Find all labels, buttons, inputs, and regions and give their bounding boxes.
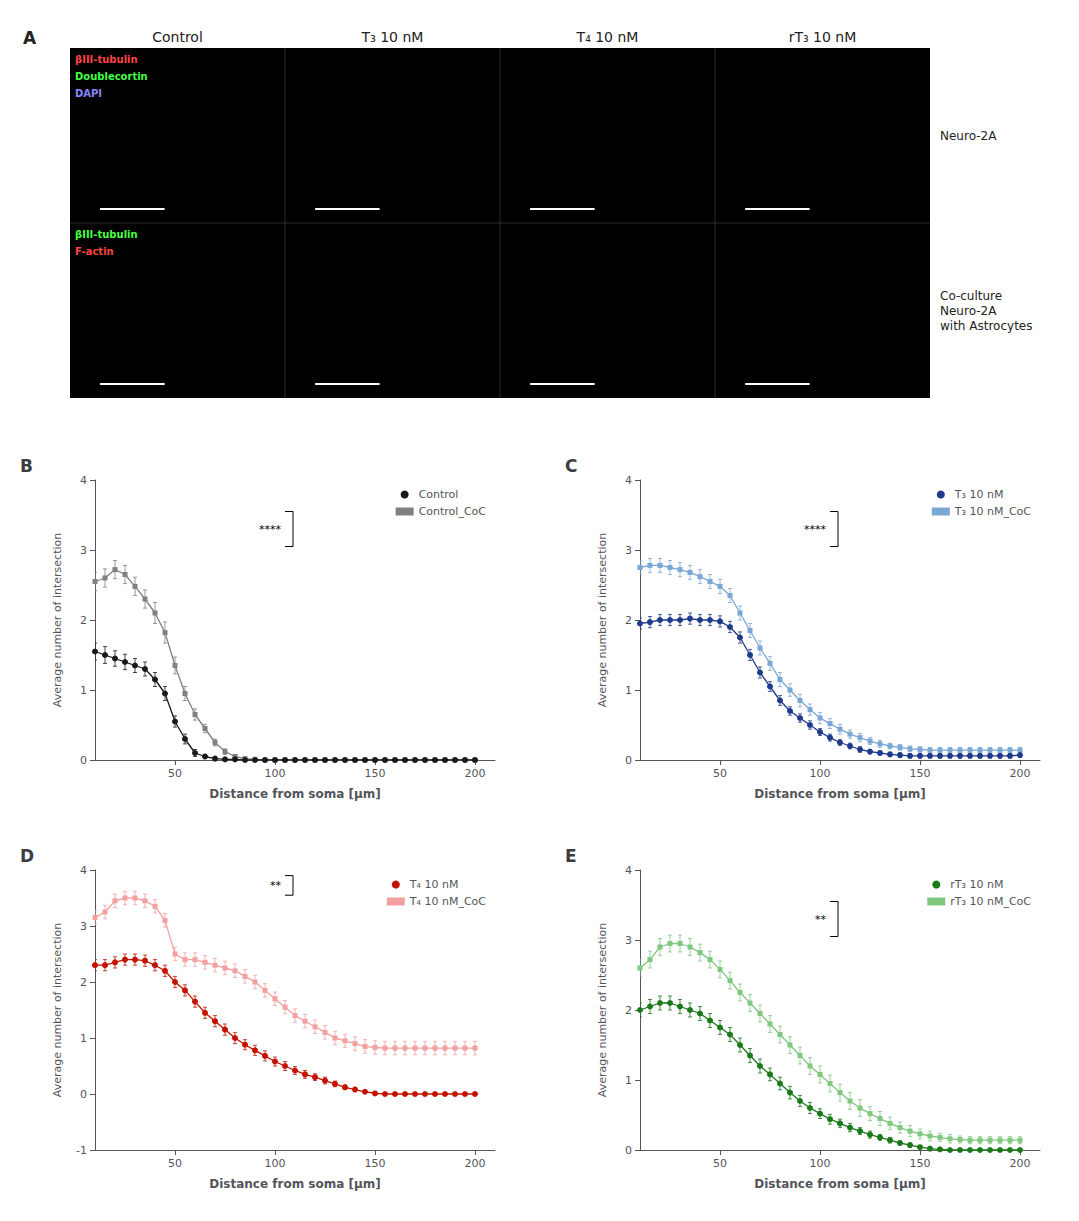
svg-text:Average number of intersection: Average number of intersection [596,533,609,707]
svg-text:C: C [565,456,577,476]
svg-text:Distance from soma [μm]: Distance from soma [μm] [754,787,926,801]
svg-text:200: 200 [465,1157,486,1170]
svg-text:B: B [20,456,33,476]
svg-text:rT₃ 10 nM: rT₃ 10 nM [789,29,857,45]
svg-text:Doublecortin: Doublecortin [75,71,148,82]
svg-text:T₄ 10 nM: T₄ 10 nM [409,878,459,891]
svg-text:Distance from soma [μm]: Distance from soma [μm] [209,787,381,801]
svg-text:3: 3 [80,920,87,933]
svg-text:-1: -1 [76,1144,87,1157]
svg-text:2: 2 [80,976,87,989]
svg-text:T₄ 10 nM: T₄ 10 nM [576,29,639,45]
svg-text:4: 4 [80,864,87,877]
svg-text:150: 150 [910,1157,931,1170]
svg-text:Average number of intersection: Average number of intersection [51,533,64,707]
svg-text:100: 100 [265,767,286,780]
svg-text:4: 4 [625,474,632,487]
svg-text:Control: Control [419,488,459,501]
svg-text:1: 1 [80,1032,87,1045]
svg-text:50: 50 [713,767,727,780]
svg-text:2: 2 [625,1004,632,1017]
svg-text:Neuro-2A: Neuro-2A [940,129,997,143]
svg-text:200: 200 [465,767,486,780]
svg-text:****: **** [259,523,282,536]
svg-text:βIII-tubulin: βIII-tubulin [75,229,138,240]
svg-text:1: 1 [625,684,632,697]
svg-text:0: 0 [80,1088,87,1101]
svg-text:rT₃ 10 nM_CoC: rT₃ 10 nM_CoC [950,895,1031,908]
svg-text:A: A [23,28,37,48]
svg-text:50: 50 [168,767,182,780]
svg-text:50: 50 [713,1157,727,1170]
svg-text:T₃ 10 nM: T₃ 10 nM [954,488,1004,501]
svg-text:4: 4 [80,474,87,487]
svg-text:3: 3 [625,934,632,947]
svg-text:4: 4 [625,864,632,877]
svg-text:0: 0 [625,1144,632,1157]
svg-text:200: 200 [1010,767,1031,780]
svg-text:Average number of intersection: Average number of intersection [596,923,609,1097]
svg-text:Distance from soma [μm]: Distance from soma [μm] [209,1177,381,1191]
svg-text:T₃ 10 nM_CoC: T₃ 10 nM_CoC [954,505,1031,518]
svg-text:1: 1 [625,1074,632,1087]
svg-text:rT₃ 10 nM: rT₃ 10 nM [950,878,1003,891]
svg-text:200: 200 [1010,1157,1031,1170]
svg-text:100: 100 [810,767,831,780]
svg-text:Neuro-2A: Neuro-2A [940,304,997,318]
svg-text:with Astrocytes: with Astrocytes [940,319,1033,333]
svg-text:2: 2 [80,614,87,627]
svg-text:D: D [20,846,34,866]
svg-text:T₄ 10 nM_CoC: T₄ 10 nM_CoC [409,895,486,908]
svg-text:****: **** [804,523,827,536]
svg-text:50: 50 [168,1157,182,1170]
svg-text:2: 2 [625,614,632,627]
svg-text:150: 150 [365,1157,386,1170]
svg-text:E: E [565,846,577,866]
svg-text:Control: Control [152,29,203,45]
svg-text:βIII-tubulin: βIII-tubulin [75,54,138,65]
svg-text:3: 3 [80,544,87,557]
svg-text:**: ** [815,913,827,926]
svg-text:100: 100 [810,1157,831,1170]
svg-text:Co-culture: Co-culture [940,289,1002,303]
svg-text:3: 3 [625,544,632,557]
svg-text:DAPI: DAPI [75,88,102,99]
svg-text:100: 100 [265,1157,286,1170]
svg-text:1: 1 [80,684,87,697]
svg-text:**: ** [270,879,282,892]
svg-text:Average number of intersection: Average number of intersection [51,923,64,1097]
svg-text:150: 150 [365,767,386,780]
svg-text:0: 0 [625,754,632,767]
svg-text:Distance from soma [μm]: Distance from soma [μm] [754,1177,926,1191]
svg-text:T₃ 10 nM: T₃ 10 nM [361,29,424,45]
svg-text:Control_CoC: Control_CoC [419,505,487,518]
svg-text:150: 150 [910,767,931,780]
svg-text:0: 0 [80,754,87,767]
svg-text:F-actin: F-actin [75,246,114,257]
